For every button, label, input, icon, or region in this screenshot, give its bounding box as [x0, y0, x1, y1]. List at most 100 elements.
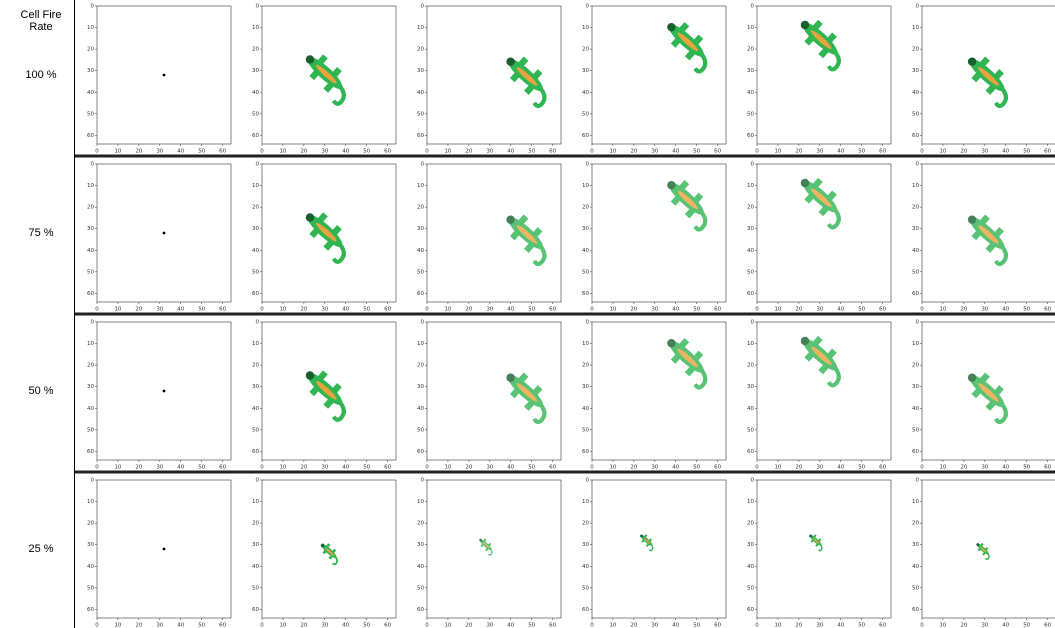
x-tick-label: 60	[1044, 149, 1051, 155]
x-tick-label: 60	[714, 307, 721, 313]
y-tick-label: 60	[252, 133, 259, 139]
y-tick-label: 50	[417, 269, 424, 275]
x-tick-label: 20	[300, 149, 307, 155]
y-tick-label: 20	[252, 205, 259, 211]
y-tick-label: 50	[747, 269, 754, 275]
x-tick-label: 10	[444, 465, 451, 471]
x-tick-label: 60	[1044, 307, 1051, 313]
seed-cell	[163, 548, 166, 551]
x-tick-label: 60	[714, 623, 721, 628]
x-tick-label: 0	[920, 465, 924, 471]
y-tick-label: 50	[252, 269, 259, 275]
x-tick-label: 10	[609, 623, 616, 628]
y-tick-label: 40	[747, 564, 754, 570]
panel: 01020304050600102030405060	[582, 478, 726, 628]
x-tick-label: 20	[300, 465, 307, 471]
x-tick-label: 60	[879, 465, 886, 471]
y-tick-label: 60	[252, 449, 259, 455]
x-tick-label: 10	[279, 465, 286, 471]
y-tick-label: 30	[87, 542, 94, 548]
y-tick-label: 0	[751, 478, 755, 484]
plot-area	[592, 480, 726, 618]
x-tick-label: 20	[135, 307, 142, 313]
x-tick-label: 50	[363, 149, 370, 155]
y-tick-label: 20	[417, 363, 424, 369]
x-tick-label: 20	[465, 465, 472, 471]
x-tick-label: 20	[465, 623, 472, 628]
y-tick-label: 0	[91, 162, 95, 168]
x-tick-label: 40	[1002, 623, 1009, 628]
row-label: 100 %	[25, 69, 56, 81]
x-tick-label: 30	[486, 307, 493, 313]
y-tick-label: 30	[747, 384, 754, 390]
x-tick-label: 60	[549, 465, 556, 471]
seed-cell	[163, 390, 166, 393]
x-tick-label: 30	[981, 149, 988, 155]
x-tick-label: 10	[939, 307, 946, 313]
y-tick-label: 10	[582, 499, 589, 505]
y-tick-label: 10	[747, 183, 754, 189]
plot-area	[922, 480, 1055, 618]
y-tick-label: 0	[421, 478, 425, 484]
y-tick-label: 10	[87, 499, 94, 505]
y-tick-label: 60	[912, 133, 919, 139]
y-tick-label: 0	[751, 4, 755, 10]
y-tick-label: 10	[252, 499, 259, 505]
x-tick-label: 10	[279, 623, 286, 628]
x-tick-label: 0	[920, 623, 924, 628]
panel: 01020304050600102030405060	[87, 4, 231, 155]
y-tick-label: 50	[912, 427, 919, 433]
y-tick-label: 30	[417, 226, 424, 232]
x-tick-label: 30	[321, 307, 328, 313]
seed-cell	[163, 232, 166, 235]
y-tick-label: 60	[87, 133, 94, 139]
y-tick-label: 30	[912, 384, 919, 390]
y-tick-label: 0	[91, 478, 95, 484]
x-tick-label: 20	[960, 307, 967, 313]
y-tick-label: 10	[582, 341, 589, 347]
x-tick-label: 40	[507, 623, 514, 628]
x-tick-label: 40	[177, 465, 184, 471]
x-tick-label: 10	[609, 307, 616, 313]
y-tick-label: 0	[916, 320, 920, 326]
y-tick-label: 10	[912, 25, 919, 31]
y-tick-label: 20	[87, 363, 94, 369]
x-tick-label: 50	[858, 465, 865, 471]
y-tick-label: 40	[87, 564, 94, 570]
y-tick-label: 40	[417, 564, 424, 570]
x-tick-label: 40	[672, 149, 679, 155]
y-tick-label: 50	[87, 427, 94, 433]
y-tick-label: 20	[582, 205, 589, 211]
x-tick-label: 40	[342, 623, 349, 628]
y-tick-label: 60	[417, 449, 424, 455]
y-tick-label: 60	[252, 607, 259, 613]
x-tick-label: 10	[774, 307, 781, 313]
y-tick-label: 60	[87, 449, 94, 455]
x-tick-label: 0	[590, 149, 594, 155]
plot-area	[757, 6, 891, 144]
x-tick-label: 40	[342, 149, 349, 155]
y-tick-label: 40	[417, 406, 424, 412]
y-tick-label: 60	[912, 291, 919, 297]
x-tick-label: 30	[651, 149, 658, 155]
x-tick-label: 50	[1023, 623, 1030, 628]
y-tick-label: 40	[912, 90, 919, 96]
x-tick-label: 20	[795, 623, 802, 628]
y-tick-label: 20	[582, 47, 589, 53]
panel: 01020304050600102030405060	[747, 162, 891, 313]
row-label: 75 %	[28, 227, 53, 239]
y-tick-label: 0	[751, 320, 755, 326]
x-tick-label: 0	[590, 623, 594, 628]
x-tick-label: 0	[425, 465, 429, 471]
x-tick-label: 10	[774, 623, 781, 628]
x-tick-label: 20	[795, 149, 802, 155]
x-tick-label: 10	[939, 465, 946, 471]
y-tick-label: 20	[747, 521, 754, 527]
y-tick-label: 30	[582, 226, 589, 232]
y-tick-label: 20	[87, 205, 94, 211]
y-tick-label: 50	[747, 585, 754, 591]
y-tick-label: 40	[252, 406, 259, 412]
x-tick-label: 40	[837, 465, 844, 471]
y-tick-label: 50	[87, 111, 94, 117]
y-tick-label: 40	[912, 406, 919, 412]
